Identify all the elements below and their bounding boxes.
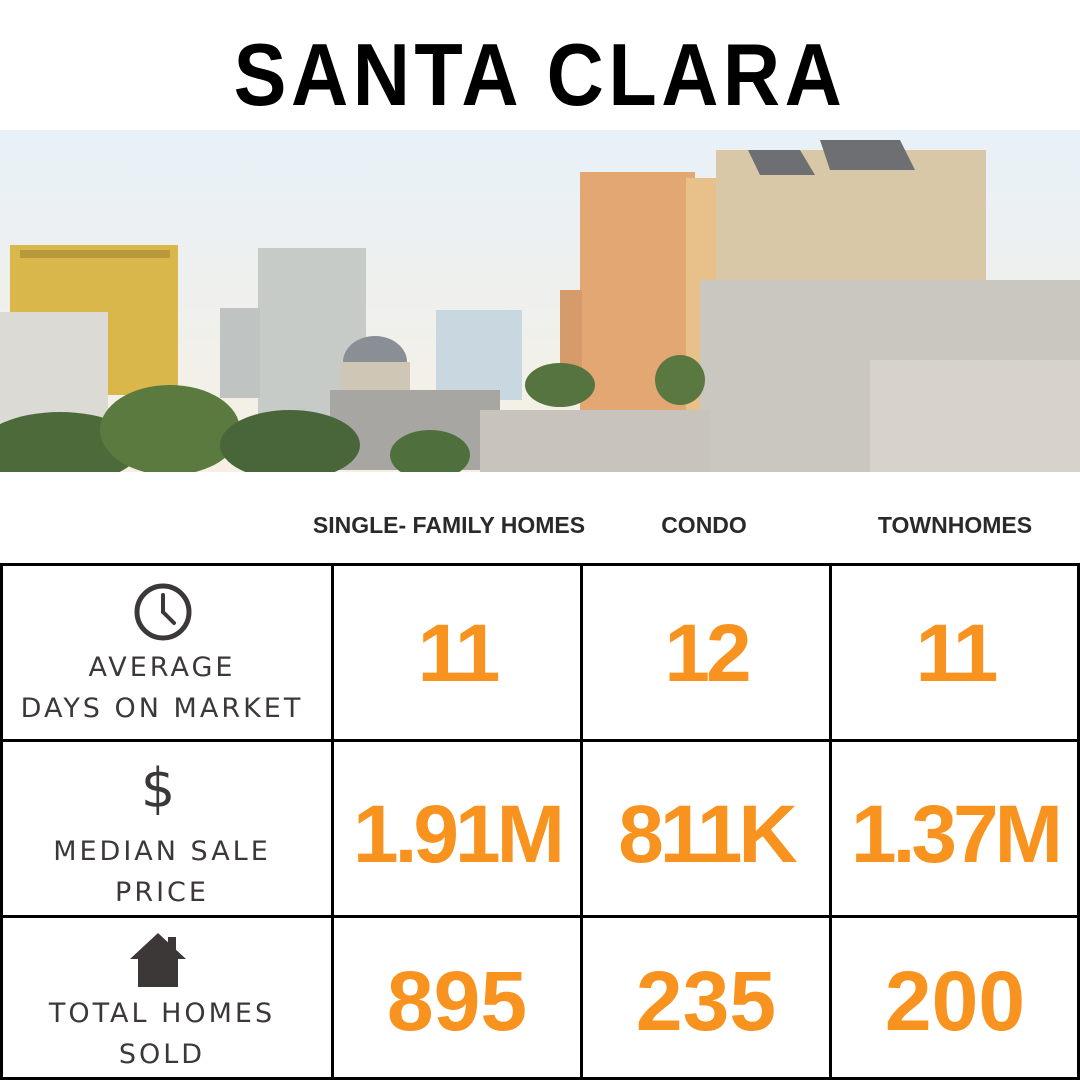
skyline-photo <box>0 130 1080 472</box>
table-row-divider <box>0 915 1080 918</box>
table-column-divider <box>331 563 334 1080</box>
clock-icon <box>134 583 192 641</box>
stats-table: AVERAGE DAYS ON MARKET 11 12 11 $ MEDIAN… <box>0 563 1080 1080</box>
value-days-condo: 12 <box>664 608 751 699</box>
value-price-single-family: 1.91M <box>353 789 565 880</box>
value-price-townhomes: 1.37M <box>851 789 1063 880</box>
value-sold-single-family: 895 <box>386 954 528 1048</box>
table-border-bottom <box>0 1077 1080 1080</box>
table-column-divider <box>580 563 583 1080</box>
column-header-townhomes: TOWNHOMES <box>877 512 1033 538</box>
table-border-top <box>0 563 1080 566</box>
value-sold-townhomes: 200 <box>884 954 1026 1048</box>
house-icon <box>130 933 186 987</box>
dollar-icon: $ <box>141 757 175 817</box>
table-row-divider <box>0 739 1080 742</box>
row-label-total-homes-sold: TOTAL HOMES SOLD <box>48 998 276 1070</box>
row-label-median-sale-price: MEDIAN SALE PRICE <box>53 836 271 908</box>
table-border-right <box>1077 563 1080 1080</box>
table-border-left <box>0 563 3 1080</box>
svg-text:$: $ <box>141 757 175 817</box>
column-header-condo: CONDO <box>661 512 747 538</box>
row-label-days-on-market: AVERAGE DAYS ON MARKET <box>20 652 304 724</box>
value-days-single-family: 11 <box>417 608 501 699</box>
page-title: SANTA CLARA COUNTY <box>233 25 847 229</box>
value-days-townhomes: 11 <box>915 608 999 699</box>
table-column-divider <box>829 563 832 1080</box>
column-header-single-family: SINGLE- FAMILY HOMES <box>312 512 586 538</box>
value-price-condo: 811K <box>618 789 798 880</box>
value-sold-condo: 235 <box>635 954 777 1048</box>
